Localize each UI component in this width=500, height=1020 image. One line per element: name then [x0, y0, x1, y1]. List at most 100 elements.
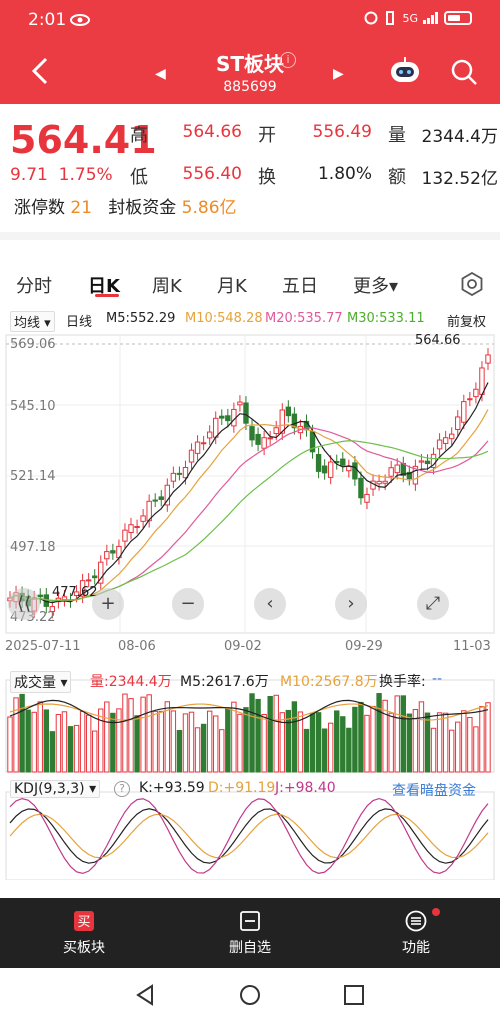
- help-icon[interactable]: ?: [114, 781, 130, 797]
- volume-bar: [485, 702, 491, 773]
- candle: [110, 550, 116, 554]
- volume-m5: M5:2617.6万: [180, 674, 269, 690]
- system-nav-bar: [0, 968, 500, 1020]
- candle: [176, 472, 183, 475]
- candle: [340, 458, 346, 466]
- zoom-out-icon[interactable]: ⟨⟨: [8, 588, 40, 620]
- back-icon[interactable]: [30, 56, 50, 86]
- tab-weekly-k[interactable]: 周K: [152, 276, 182, 297]
- candle: [255, 433, 261, 445]
- volume-bar: [436, 712, 443, 773]
- svg-text:买: 买: [77, 915, 90, 930]
- indicator-select[interactable]: 均线 ▾: [10, 311, 55, 332]
- divider: [0, 232, 500, 240]
- info-icon[interactable]: i: [280, 52, 296, 68]
- kline-chart[interactable]: [0, 330, 500, 880]
- vibrate-icon: [386, 11, 395, 25]
- tab-five-day[interactable]: 五日: [282, 276, 318, 297]
- clock: 2:01: [28, 10, 67, 30]
- volume-bar: [267, 696, 273, 773]
- change-pct: 1.75%: [58, 165, 113, 185]
- minus-icon[interactable]: −: [172, 588, 204, 620]
- volume-bar: [424, 712, 431, 773]
- tab-underline: [95, 294, 119, 297]
- low-value: 556.40: [182, 164, 242, 184]
- volume-bar: [231, 701, 237, 773]
- ma-line: [9, 382, 489, 604]
- volume-bar: [164, 701, 171, 773]
- volume-bar: [43, 709, 50, 773]
- candle: [455, 416, 461, 430]
- scroll-left-icon[interactable]: ‹: [254, 588, 286, 620]
- tab-daily-k[interactable]: 日K: [88, 276, 120, 297]
- candle: [376, 480, 382, 485]
- functions-button[interactable]: 功能: [356, 908, 476, 957]
- volume-bar: [315, 712, 322, 773]
- volume-bar: [134, 715, 140, 773]
- candle: [321, 465, 328, 474]
- volume-bar: [98, 708, 104, 773]
- x-tick-label: 11-03: [453, 639, 491, 654]
- volume-bar: [285, 709, 292, 773]
- settings-icon[interactable]: [460, 272, 484, 296]
- search-icon[interactable]: [450, 58, 478, 86]
- volume-bar: [243, 707, 249, 773]
- volume-bar: [158, 710, 164, 773]
- volume-bar: [140, 696, 146, 773]
- dark-pool-link[interactable]: 查看暗盘资金: [392, 783, 476, 799]
- buy-sector-button[interactable]: 买 买板块: [24, 910, 144, 957]
- remove-watchlist-button[interactable]: 删自选: [190, 910, 310, 957]
- volume-bar: [61, 711, 68, 773]
- candle: [219, 415, 225, 419]
- volume-bar: [25, 709, 31, 773]
- volume-bar: [92, 730, 98, 773]
- candle: [73, 591, 80, 597]
- volume-bar: [352, 706, 358, 773]
- tab-monthly-k[interactable]: 月K: [217, 276, 247, 297]
- candle: [279, 409, 285, 434]
- candle: [448, 433, 455, 440]
- kdj-select[interactable]: KDJ(9,3,3) ▾: [10, 780, 101, 798]
- turnover-rate-label: 换手率:: [379, 674, 426, 690]
- robot-assistant-icon[interactable]: [388, 56, 422, 86]
- candle: [261, 437, 267, 449]
- candle: [461, 401, 467, 423]
- system-recents-icon[interactable]: [343, 984, 365, 1006]
- kdj-header: KDJ(9,3,3) ▾ ? K:+93.59 D:+91.19 J:+98.4…: [0, 777, 500, 799]
- volume-bar: [152, 710, 158, 773]
- candle: [327, 461, 334, 478]
- volume-bar: [122, 693, 128, 773]
- min-price-label: 477.62: [52, 585, 98, 600]
- volume-bar: [442, 712, 449, 773]
- volume-bar: [382, 699, 388, 773]
- volume-bar: [418, 701, 425, 773]
- tab-timeshare[interactable]: 分时: [16, 276, 52, 297]
- ma-indicator-row: 均线 ▾ 日线 M5:552.29 M10:548.28 M20:535.77 …: [0, 308, 500, 332]
- volume-bar: [358, 701, 364, 773]
- volume-bar: [104, 701, 110, 773]
- volume-select[interactable]: 成交量 ▾: [10, 671, 72, 693]
- volume-header: 成交量 ▾ 量:2344.4万 M5:2617.6万 M10:2567.8万 换…: [0, 668, 500, 693]
- system-back-icon[interactable]: [134, 984, 156, 1006]
- remove-label: 删自选: [229, 940, 271, 956]
- zoom-in-icon[interactable]: +: [92, 588, 124, 620]
- prev-stock-icon[interactable]: ◀: [155, 66, 166, 82]
- volume-value: 量:2344.4万: [90, 674, 172, 690]
- system-home-icon[interactable]: [239, 984, 261, 1006]
- volume-value: 2344.4万: [421, 127, 498, 147]
- volume-bar: [182, 713, 189, 773]
- tab-more[interactable]: 更多▾: [353, 276, 399, 297]
- volume-bar: [37, 701, 43, 773]
- fullscreen-icon[interactable]: ⤢: [417, 588, 449, 620]
- candle: [285, 406, 292, 417]
- candle: [412, 465, 419, 485]
- candle: [182, 466, 189, 479]
- alarm-icon: [364, 11, 378, 25]
- battery-icon: [444, 11, 472, 25]
- volume-bar: [273, 694, 279, 773]
- adjust-toggle[interactable]: 前复权: [447, 315, 487, 330]
- m10-value: M10:548.28: [185, 311, 263, 326]
- candle: [49, 606, 56, 612]
- scroll-right-icon[interactable]: ›: [335, 588, 367, 620]
- next-stock-icon[interactable]: ▶: [333, 66, 344, 82]
